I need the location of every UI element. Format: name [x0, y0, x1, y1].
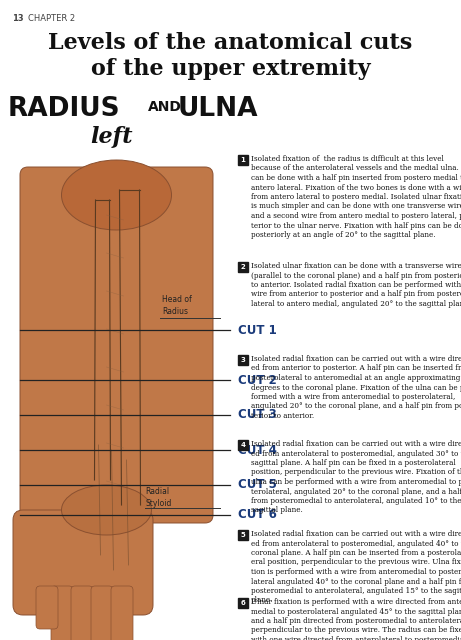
Text: 4: 4 — [241, 442, 246, 448]
Text: CUT 5: CUT 5 — [238, 479, 277, 492]
Text: CUT 1: CUT 1 — [238, 323, 277, 337]
Text: CUT 4: CUT 4 — [238, 444, 277, 456]
Text: Isolated radial fixation can be carried out with a wire direct-
ed from anterola: Isolated radial fixation can be carried … — [251, 530, 461, 605]
FancyBboxPatch shape — [111, 586, 133, 640]
Text: RADIUS: RADIUS — [8, 96, 121, 122]
Text: Radial: Radial — [145, 487, 169, 496]
Text: ULNA: ULNA — [178, 96, 259, 122]
Text: Head of: Head of — [162, 295, 192, 304]
Text: 2: 2 — [241, 264, 245, 270]
Text: CUT 2: CUT 2 — [238, 374, 277, 387]
FancyBboxPatch shape — [36, 586, 58, 629]
FancyBboxPatch shape — [51, 586, 73, 640]
Text: Isolated fixation of  the radius is difficult at this level
because of the anter: Isolated fixation of the radius is diffi… — [251, 155, 461, 239]
Text: CUT 6: CUT 6 — [238, 509, 277, 522]
Text: CHAPTER 2: CHAPTER 2 — [28, 14, 75, 23]
Text: Isolated ulnar fixation can be done with a transverse wire
(parallel to the coro: Isolated ulnar fixation can be done with… — [251, 262, 461, 308]
Text: Levels of the anatomical cuts: Levels of the anatomical cuts — [48, 32, 413, 54]
Text: of the upper extremity: of the upper extremity — [91, 58, 370, 80]
Text: 13: 13 — [12, 14, 24, 23]
Text: 3: 3 — [241, 357, 245, 363]
Bar — [238, 530, 248, 540]
Text: 1: 1 — [241, 157, 245, 163]
Bar — [238, 440, 248, 450]
FancyBboxPatch shape — [91, 586, 113, 640]
Text: Isolated radial fixation can be carried out with a wire direct-
ed from anterior: Isolated radial fixation can be carried … — [251, 355, 461, 420]
Text: Ulnar fixation is performed with a wire directed from antero-
medial to posterol: Ulnar fixation is performed with a wire … — [251, 598, 461, 640]
Text: Radius: Radius — [162, 307, 188, 316]
Text: left: left — [90, 126, 132, 148]
Text: Styloid: Styloid — [145, 499, 171, 508]
FancyBboxPatch shape — [20, 167, 213, 523]
Text: CUT 3: CUT 3 — [238, 408, 277, 422]
Bar — [238, 155, 248, 165]
Text: AND: AND — [148, 100, 182, 114]
Ellipse shape — [61, 485, 152, 535]
Bar — [238, 262, 248, 272]
Text: 5: 5 — [241, 532, 245, 538]
Text: Isolated radial fixation can be carried out with a wire direct-
ed from anterola: Isolated radial fixation can be carried … — [251, 440, 461, 515]
FancyBboxPatch shape — [13, 510, 153, 615]
Bar — [238, 598, 248, 608]
Ellipse shape — [61, 160, 171, 230]
FancyBboxPatch shape — [71, 586, 93, 640]
Text: 6: 6 — [241, 600, 245, 606]
Bar — [238, 355, 248, 365]
